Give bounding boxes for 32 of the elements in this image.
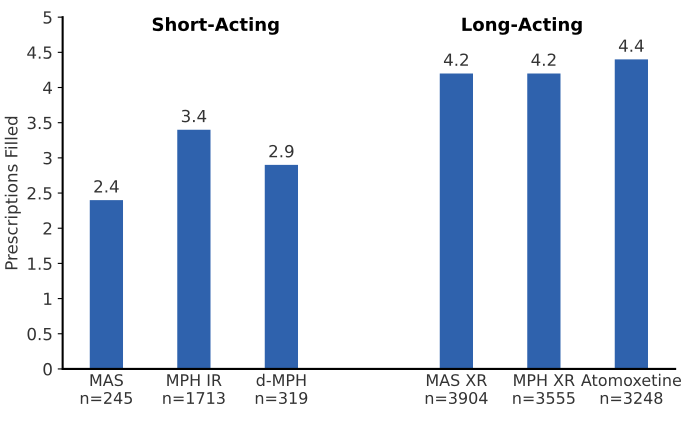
y-tick-label: 0 [43, 362, 52, 376]
data-label: 2.9 [269, 144, 294, 158]
bar [90, 200, 124, 369]
x-tick-label: MAS XR n=3904 [426, 374, 488, 404]
y-tick-label: 4.5 [27, 46, 52, 59]
bar [527, 73, 560, 369]
annotation: Long-Acting [462, 17, 582, 35]
y-tick-label: 1 [44, 292, 52, 305]
bar [177, 130, 211, 369]
y-tick-label: 3 [44, 152, 52, 164]
data-label: 4.2 [531, 53, 556, 66]
data-label: 3.4 [182, 110, 206, 122]
x-tick-label: MPH XR n=3555 [513, 374, 575, 404]
y-tick-label: 2.5 [28, 187, 52, 200]
y-tick-label: 3.5 [28, 116, 52, 130]
y-tick-label: 0.5 [28, 328, 52, 340]
bar [440, 73, 473, 369]
bar [264, 164, 298, 369]
data-label: 4.4 [618, 40, 644, 52]
y-tick-label: 1.5 [28, 258, 52, 270]
x-tick-label: MAS n=245 [80, 374, 132, 404]
y-tick-label: 4 [43, 82, 52, 94]
annotation: Short-Acting [152, 17, 279, 35]
y-tick-label: 5 [44, 11, 52, 24]
x-tick-label: d-MPH n=319 [256, 374, 308, 404]
data-label: 4.2 [444, 53, 468, 66]
data-label: 2.4 [94, 180, 119, 192]
x-tick-label: Atomoxetine n=3248 [581, 374, 681, 404]
x-tick-label: MPH IR n=1713 [163, 374, 225, 404]
y-tick-label: 2 [44, 222, 52, 235]
bar [614, 59, 648, 369]
y-axis-title: Prescriptions Filled [4, 116, 21, 270]
